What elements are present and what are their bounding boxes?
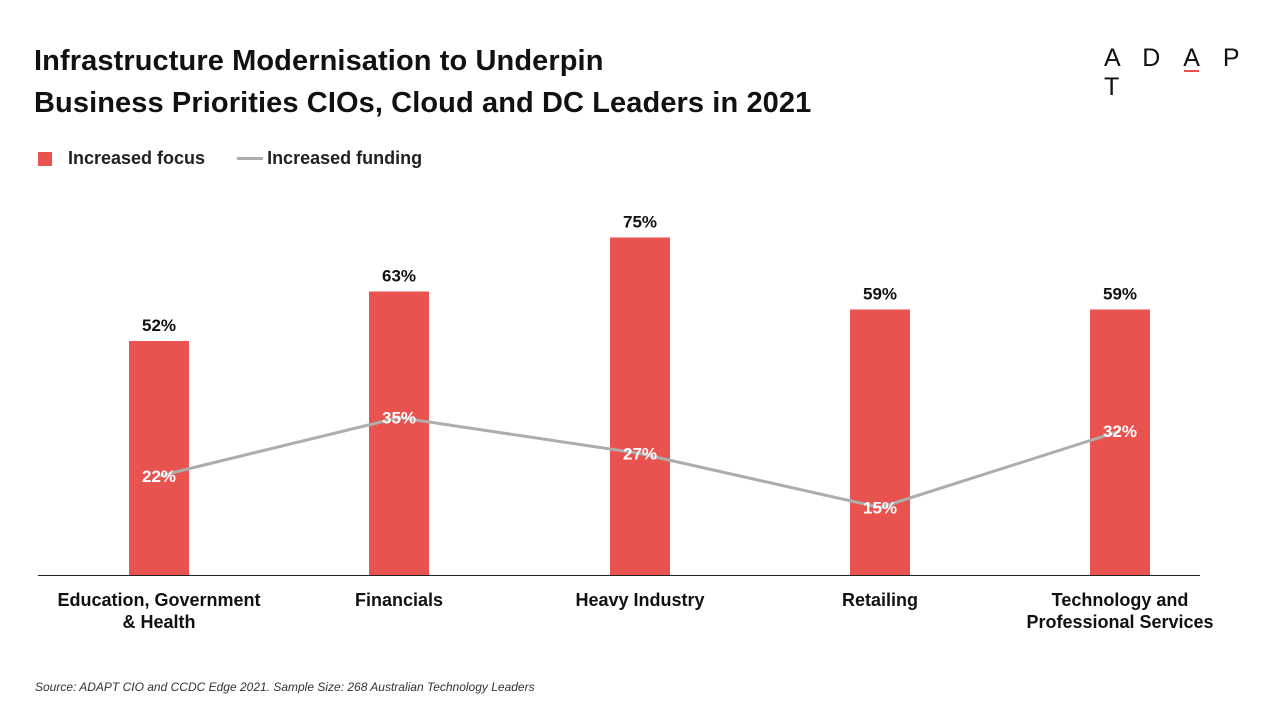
source-note: Source: ADAPT CIO and CCDC Edge 2021. Sa…: [35, 680, 535, 694]
bar-0: [129, 341, 189, 575]
line-value-label-1: 35%: [382, 409, 416, 428]
bar-3: [850, 309, 910, 575]
bar-value-label-3: 59%: [863, 285, 897, 304]
bar-4: [1090, 309, 1150, 575]
legend: Increased focus Increased funding: [38, 148, 454, 169]
bar-value-label-0: 52%: [142, 316, 176, 335]
legend-item-focus: Increased focus: [38, 148, 205, 169]
title-line-1: Infrastructure Modernisation to Underpin: [34, 45, 604, 77]
category-label-0: Education, Government & Health: [57, 590, 260, 632]
category-label-2: Heavy Industry: [575, 590, 704, 610]
chart-title: Infrastructure Modernisation to Underpin…: [34, 40, 811, 124]
bar-2: [610, 237, 670, 575]
legend-swatch-bar: [38, 151, 52, 166]
line-value-label-0: 22%: [142, 467, 176, 486]
adapt-logo: A D A P T: [1104, 44, 1248, 101]
line-value-label-2: 27%: [623, 445, 657, 464]
legend-swatch-line: [237, 157, 264, 160]
category-label-3: Retailing: [842, 590, 918, 610]
category-label-1: Financials: [355, 590, 443, 610]
bar-value-label-1: 63%: [382, 267, 416, 286]
line-layer: [158, 415, 1121, 510]
funding-line: [158, 415, 1121, 510]
category-label-4: Technology and Professional Services: [1026, 590, 1213, 632]
bar-1: [369, 291, 429, 575]
bar-value-label-2: 75%: [623, 213, 657, 232]
line-value-label-3: 15%: [863, 499, 897, 518]
line-value-label-4: 32%: [1103, 422, 1137, 441]
bar-value-label-4: 59%: [1103, 285, 1137, 304]
title-line-2: Business Priorities CIOs, Cloud and DC L…: [34, 87, 812, 119]
legend-item-funding: Increased funding: [237, 148, 422, 169]
labels-layer: 52% 63% 75% 59% 59% 22% 35% 27% 15% 32% Education,…: [57, 213, 1213, 633]
legend-label-focus: Increased focus: [68, 148, 206, 168]
legend-label-funding: Increased funding: [267, 148, 423, 168]
bars-layer: [129, 237, 1150, 575]
